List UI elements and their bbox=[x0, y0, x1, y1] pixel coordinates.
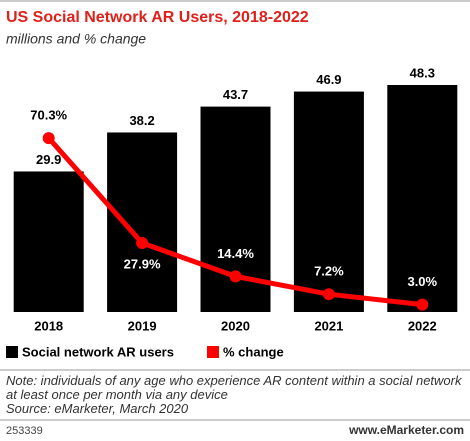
legend-swatch bbox=[207, 346, 219, 358]
bar bbox=[293, 91, 364, 312]
line-value-label: 27.9% bbox=[124, 256, 161, 271]
line-value-label: 14.4% bbox=[217, 246, 254, 261]
x-tick-label: 2018 bbox=[34, 318, 63, 333]
bar bbox=[387, 84, 458, 313]
website: www.eMarketer.com bbox=[348, 423, 464, 437]
note: Note: individuals of any age who experie… bbox=[6, 373, 462, 402]
line-value-label: 3.0% bbox=[407, 274, 437, 289]
line-point bbox=[42, 132, 55, 145]
line-value-label: 7.2% bbox=[314, 264, 344, 279]
bar bbox=[107, 132, 178, 312]
chart-id: 253339 bbox=[6, 425, 43, 437]
x-tick-label: 2022 bbox=[408, 318, 437, 333]
legend-swatch bbox=[6, 346, 18, 358]
bar-value-label: 46.9 bbox=[316, 72, 341, 87]
line-point bbox=[416, 298, 429, 311]
chart-title: US Social Network AR Users, 2018-2022 bbox=[6, 9, 309, 26]
legend-label: % change bbox=[223, 344, 284, 359]
bar-value-label: 29.9 bbox=[36, 152, 61, 167]
chart-subtitle: millions and % change bbox=[6, 31, 146, 47]
bar bbox=[13, 171, 84, 312]
bar-value-label: 38.2 bbox=[129, 113, 154, 128]
line-point bbox=[229, 270, 242, 283]
x-tick-label: 2019 bbox=[128, 318, 157, 333]
bar-value-label: 43.7 bbox=[223, 87, 248, 102]
line-value-label: 70.3% bbox=[30, 108, 67, 123]
bar-value-label: 48.3 bbox=[410, 65, 435, 80]
source: Source: eMarketer, March 2020 bbox=[6, 401, 189, 416]
x-tick-label: 2020 bbox=[221, 318, 250, 333]
x-tick-label: 2021 bbox=[314, 318, 343, 333]
legend-label: Social network AR users bbox=[22, 344, 174, 359]
line-point bbox=[136, 236, 149, 249]
line-point bbox=[322, 288, 335, 301]
